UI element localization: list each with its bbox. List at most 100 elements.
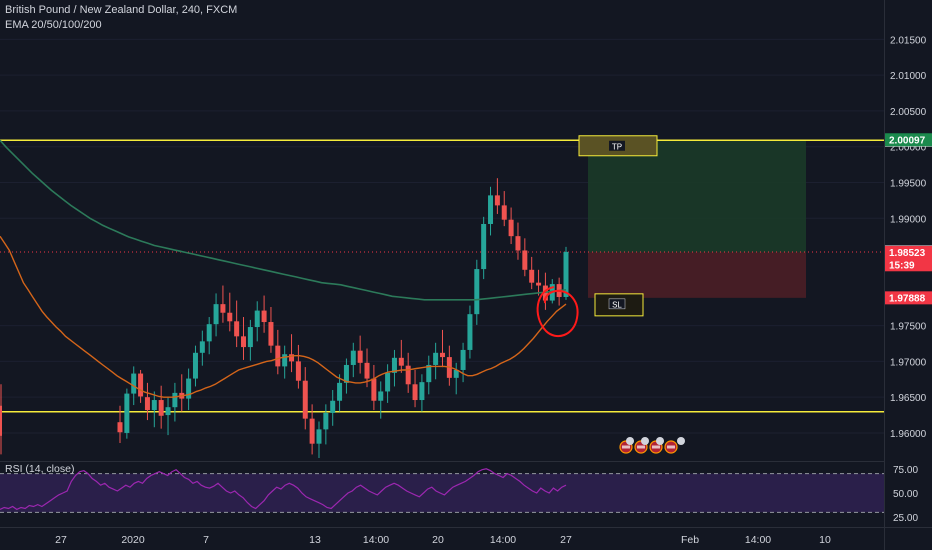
candle-body: [371, 378, 377, 401]
candle: [330, 390, 336, 426]
time-axis-tick: 27: [560, 534, 572, 546]
price-axis-border: [884, 0, 885, 550]
candle: [426, 355, 432, 395]
price-label: 2.00097: [889, 135, 926, 146]
candle: [378, 381, 384, 419]
candle-body: [186, 378, 192, 399]
candle-body: [563, 251, 569, 297]
candle: [124, 388, 130, 439]
candle-body: [481, 223, 487, 270]
rsi-axis-tick: 75.00: [893, 465, 918, 476]
annotation-circle: [536, 286, 579, 338]
candle-body: [378, 391, 384, 401]
candle-body: [439, 352, 445, 358]
candle-body: [405, 365, 411, 385]
candle-body: [412, 384, 418, 401]
price-axis-tick: 1.96500: [890, 393, 927, 404]
time-axis-tick: 14:00: [363, 534, 389, 546]
event-flag-stripe: [652, 445, 660, 449]
candle: [398, 339, 404, 373]
candle: [213, 293, 219, 337]
sl-marker: SL: [594, 293, 644, 317]
candle-body: [542, 285, 548, 301]
candle: [337, 374, 343, 412]
rsi-axis-tick: 50.00: [893, 489, 918, 500]
candle: [323, 404, 329, 445]
candle-body: [302, 380, 308, 419]
candle: [385, 364, 391, 403]
candle-body: [508, 219, 514, 237]
candle: [199, 330, 205, 366]
candle-body: [131, 373, 137, 394]
candle: [158, 385, 164, 429]
candle-body: [199, 341, 205, 353]
event-count-badge: [677, 437, 685, 445]
candle-body: [213, 304, 219, 325]
candle: [192, 345, 198, 387]
candle: [117, 405, 123, 443]
candle: [227, 292, 233, 332]
price-axis-tick: 2.01000: [890, 71, 927, 82]
price-axis-tick: 2.01500: [890, 35, 927, 46]
event-icon: [664, 440, 678, 454]
candle-body: [206, 324, 212, 342]
candle: [494, 178, 500, 214]
candle-body: [474, 269, 480, 315]
candle: [405, 352, 411, 393]
candle: [316, 421, 322, 458]
candle: [254, 301, 260, 342]
indicator-legend-rsi[interactable]: RSI (14, close): [5, 463, 75, 475]
rsi-band-fill: [0, 473, 884, 513]
candle: [391, 349, 397, 387]
price-axis-tick: 2.00500: [890, 107, 927, 118]
candle-body: [227, 312, 233, 322]
candle: [515, 222, 521, 260]
candle: [261, 295, 267, 333]
price-label-box: [885, 291, 932, 305]
candle-body: [529, 269, 535, 283]
time-axis-tick: 7: [203, 534, 209, 546]
candle: [282, 345, 288, 379]
candle: [460, 342, 466, 383]
candle-body: [158, 400, 164, 416]
candle: [357, 335, 363, 374]
candle-body: [350, 350, 356, 365]
candle-body: [261, 310, 267, 323]
event-flag-stripe: [622, 445, 630, 449]
candle-body: [192, 352, 198, 379]
pane-separator: [0, 461, 884, 462]
price-label: 1.98523: [889, 248, 926, 259]
price-label-box: [885, 133, 932, 147]
event-count-badge: [641, 437, 649, 445]
indicator-legend-ema[interactable]: EMA 20/50/100/200: [5, 19, 102, 31]
price-axis-tick: 2.00000: [890, 143, 927, 154]
candle-body: [323, 412, 329, 430]
candle: [474, 259, 480, 325]
candle: [453, 362, 459, 395]
candle: [467, 305, 473, 359]
candle: [186, 368, 192, 411]
price-axis-tick: 1.99000: [890, 214, 927, 225]
candle: [488, 186, 494, 236]
time-axis-tick: 27: [55, 534, 67, 546]
candle-body: [144, 397, 150, 411]
ema-slow-line: [0, 139, 567, 301]
candle-body: [419, 382, 425, 401]
candle-body: [330, 400, 336, 413]
candle-body: [391, 357, 397, 373]
candle-body: [117, 422, 123, 433]
candle: [220, 285, 226, 323]
candle-body: [295, 361, 301, 381]
candle: [241, 317, 247, 360]
candle: [563, 246, 569, 300]
candle: [268, 307, 274, 353]
ema-fast-line: [0, 235, 567, 398]
candle-body: [433, 352, 439, 365]
candle: [138, 369, 144, 403]
time-axis-tick: 13: [309, 534, 321, 546]
price-axis-tick: 1.97500: [890, 322, 927, 333]
candle-body: [343, 364, 349, 383]
candle-body: [247, 327, 253, 348]
candle-body: [488, 195, 494, 224]
